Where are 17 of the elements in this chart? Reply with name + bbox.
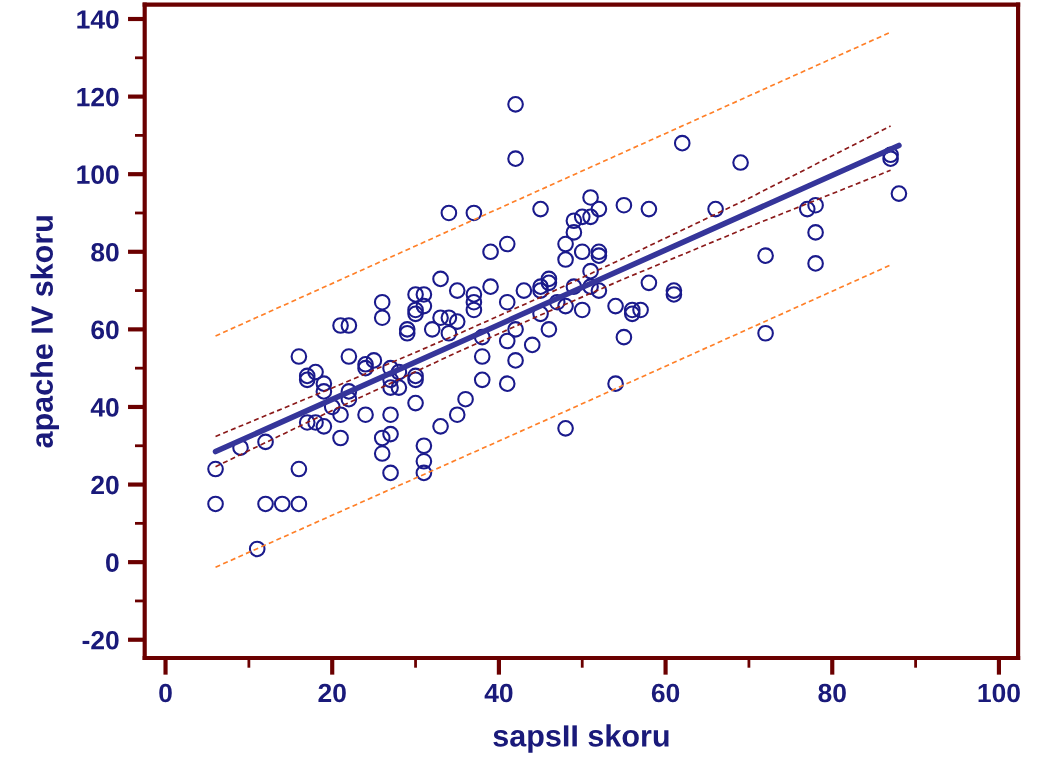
y-tick-label: 60 xyxy=(91,320,119,340)
x-tick-label: 40 xyxy=(484,683,513,703)
x-tick-label: 80 xyxy=(818,683,846,703)
y-tick-label: -20 xyxy=(82,630,119,650)
x-tick-label: 20 xyxy=(318,683,346,703)
y-tick-label: 120 xyxy=(77,87,119,107)
y-tick-label: 140 xyxy=(77,10,119,29)
y-tick-label: 40 xyxy=(90,398,119,417)
y-tick-label: 80 xyxy=(91,242,119,262)
y-axis-title: apache IV skoru xyxy=(30,216,60,448)
x-tick-label: 0 xyxy=(159,683,172,703)
y-tick-label: 0 xyxy=(106,553,119,572)
x-axis-title: sapsII skoru xyxy=(493,724,669,753)
x-tick-label: 100 xyxy=(978,683,1020,703)
y-tick-label: 20 xyxy=(91,475,119,495)
x-tick-label: 60 xyxy=(651,683,680,703)
y-tick-label: 100 xyxy=(77,165,119,185)
